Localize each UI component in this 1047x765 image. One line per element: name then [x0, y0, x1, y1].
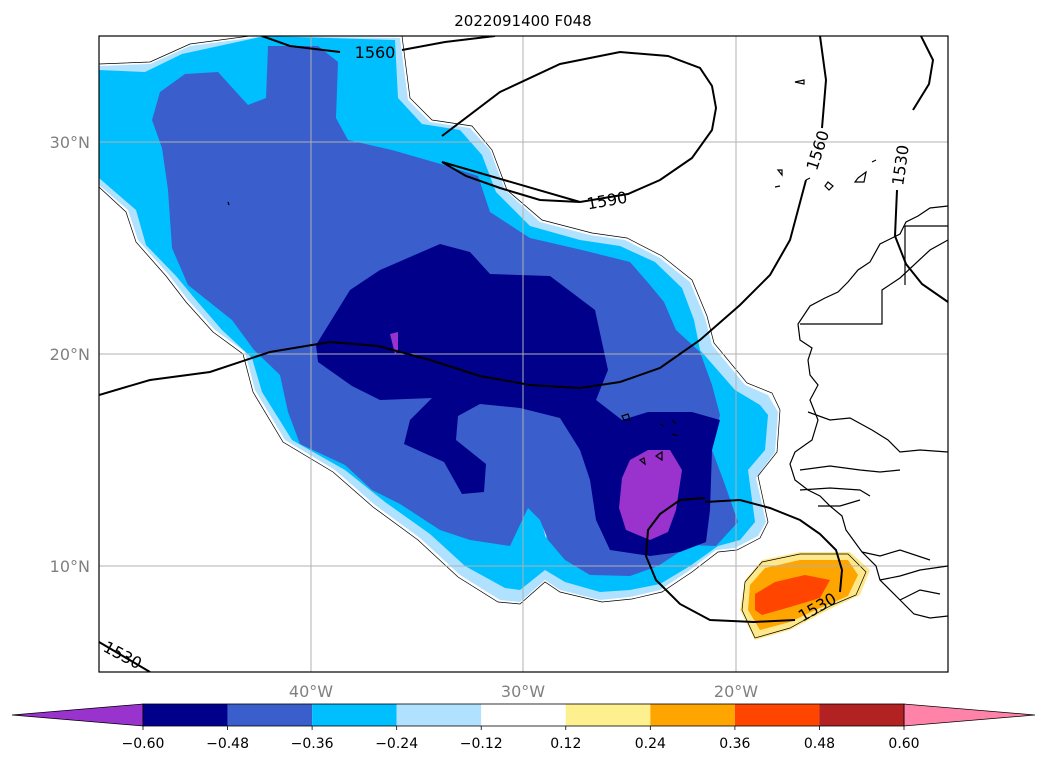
- colorbar-tick-label: −0.60: [122, 736, 165, 752]
- colorbar-tick-label: 0.36: [719, 736, 750, 752]
- colorbar-tick-label: 0.48: [804, 736, 835, 752]
- colorbar-extend-max: [903, 703, 1036, 727]
- map-area: 1560 1590 1560 1530 1530 1530: [99, 36, 948, 672]
- colorbar-frame: [142, 703, 905, 727]
- colorbar-tick-label: −0.48: [206, 736, 249, 752]
- colorbar-segment: [143, 704, 228, 726]
- colorbar-tick-label: 0.60: [888, 736, 919, 752]
- colorbar-tick-label: −0.12: [460, 736, 503, 752]
- map-title: 2022091400 F048: [454, 12, 591, 30]
- contour-fill-red: [755, 575, 830, 615]
- lon-label: 20°W: [714, 682, 758, 701]
- gridlines: [99, 36, 948, 672]
- colorbar-extend-min: [11, 703, 144, 727]
- colorbar-segment: [819, 704, 904, 726]
- colorbar-tick-label: 0.12: [550, 736, 581, 752]
- colorbar-segment: [227, 704, 313, 726]
- colorbar-segment: [481, 704, 566, 726]
- colorbar-segment: [312, 704, 397, 726]
- contour-fill-navy: [316, 244, 720, 556]
- colorbar-segment: [650, 704, 735, 726]
- lat-label: 30°N: [50, 133, 90, 152]
- colorbar-tick-label: 0.24: [635, 736, 666, 752]
- coastlines: [227, 79, 948, 619]
- colorbar: −0.60 −0.48 −0.36 −0.24 −0.12 0.12 0.24 0.36 0.4…: [11, 703, 1036, 752]
- lon-label: 30°W: [501, 682, 545, 701]
- colorbar-segment: [396, 704, 482, 726]
- map-frame: [98, 35, 949, 673]
- anomaly-outline: [741, 553, 867, 639]
- colorbar-tick-label: −0.24: [375, 736, 418, 752]
- contour-fill-purple-small: [390, 332, 398, 354]
- lon-label: 40°W: [289, 682, 333, 701]
- contour-label: 1560: [355, 43, 396, 62]
- colorbar-segment: [734, 704, 820, 726]
- contour-fill-purple: [619, 450, 682, 540]
- colorbar-tick-label: −0.36: [291, 736, 334, 752]
- height-contours: [99, 36, 948, 672]
- lat-label: 20°N: [50, 345, 90, 364]
- colorbar-segment: [565, 704, 651, 726]
- lat-label: 10°N: [50, 557, 90, 576]
